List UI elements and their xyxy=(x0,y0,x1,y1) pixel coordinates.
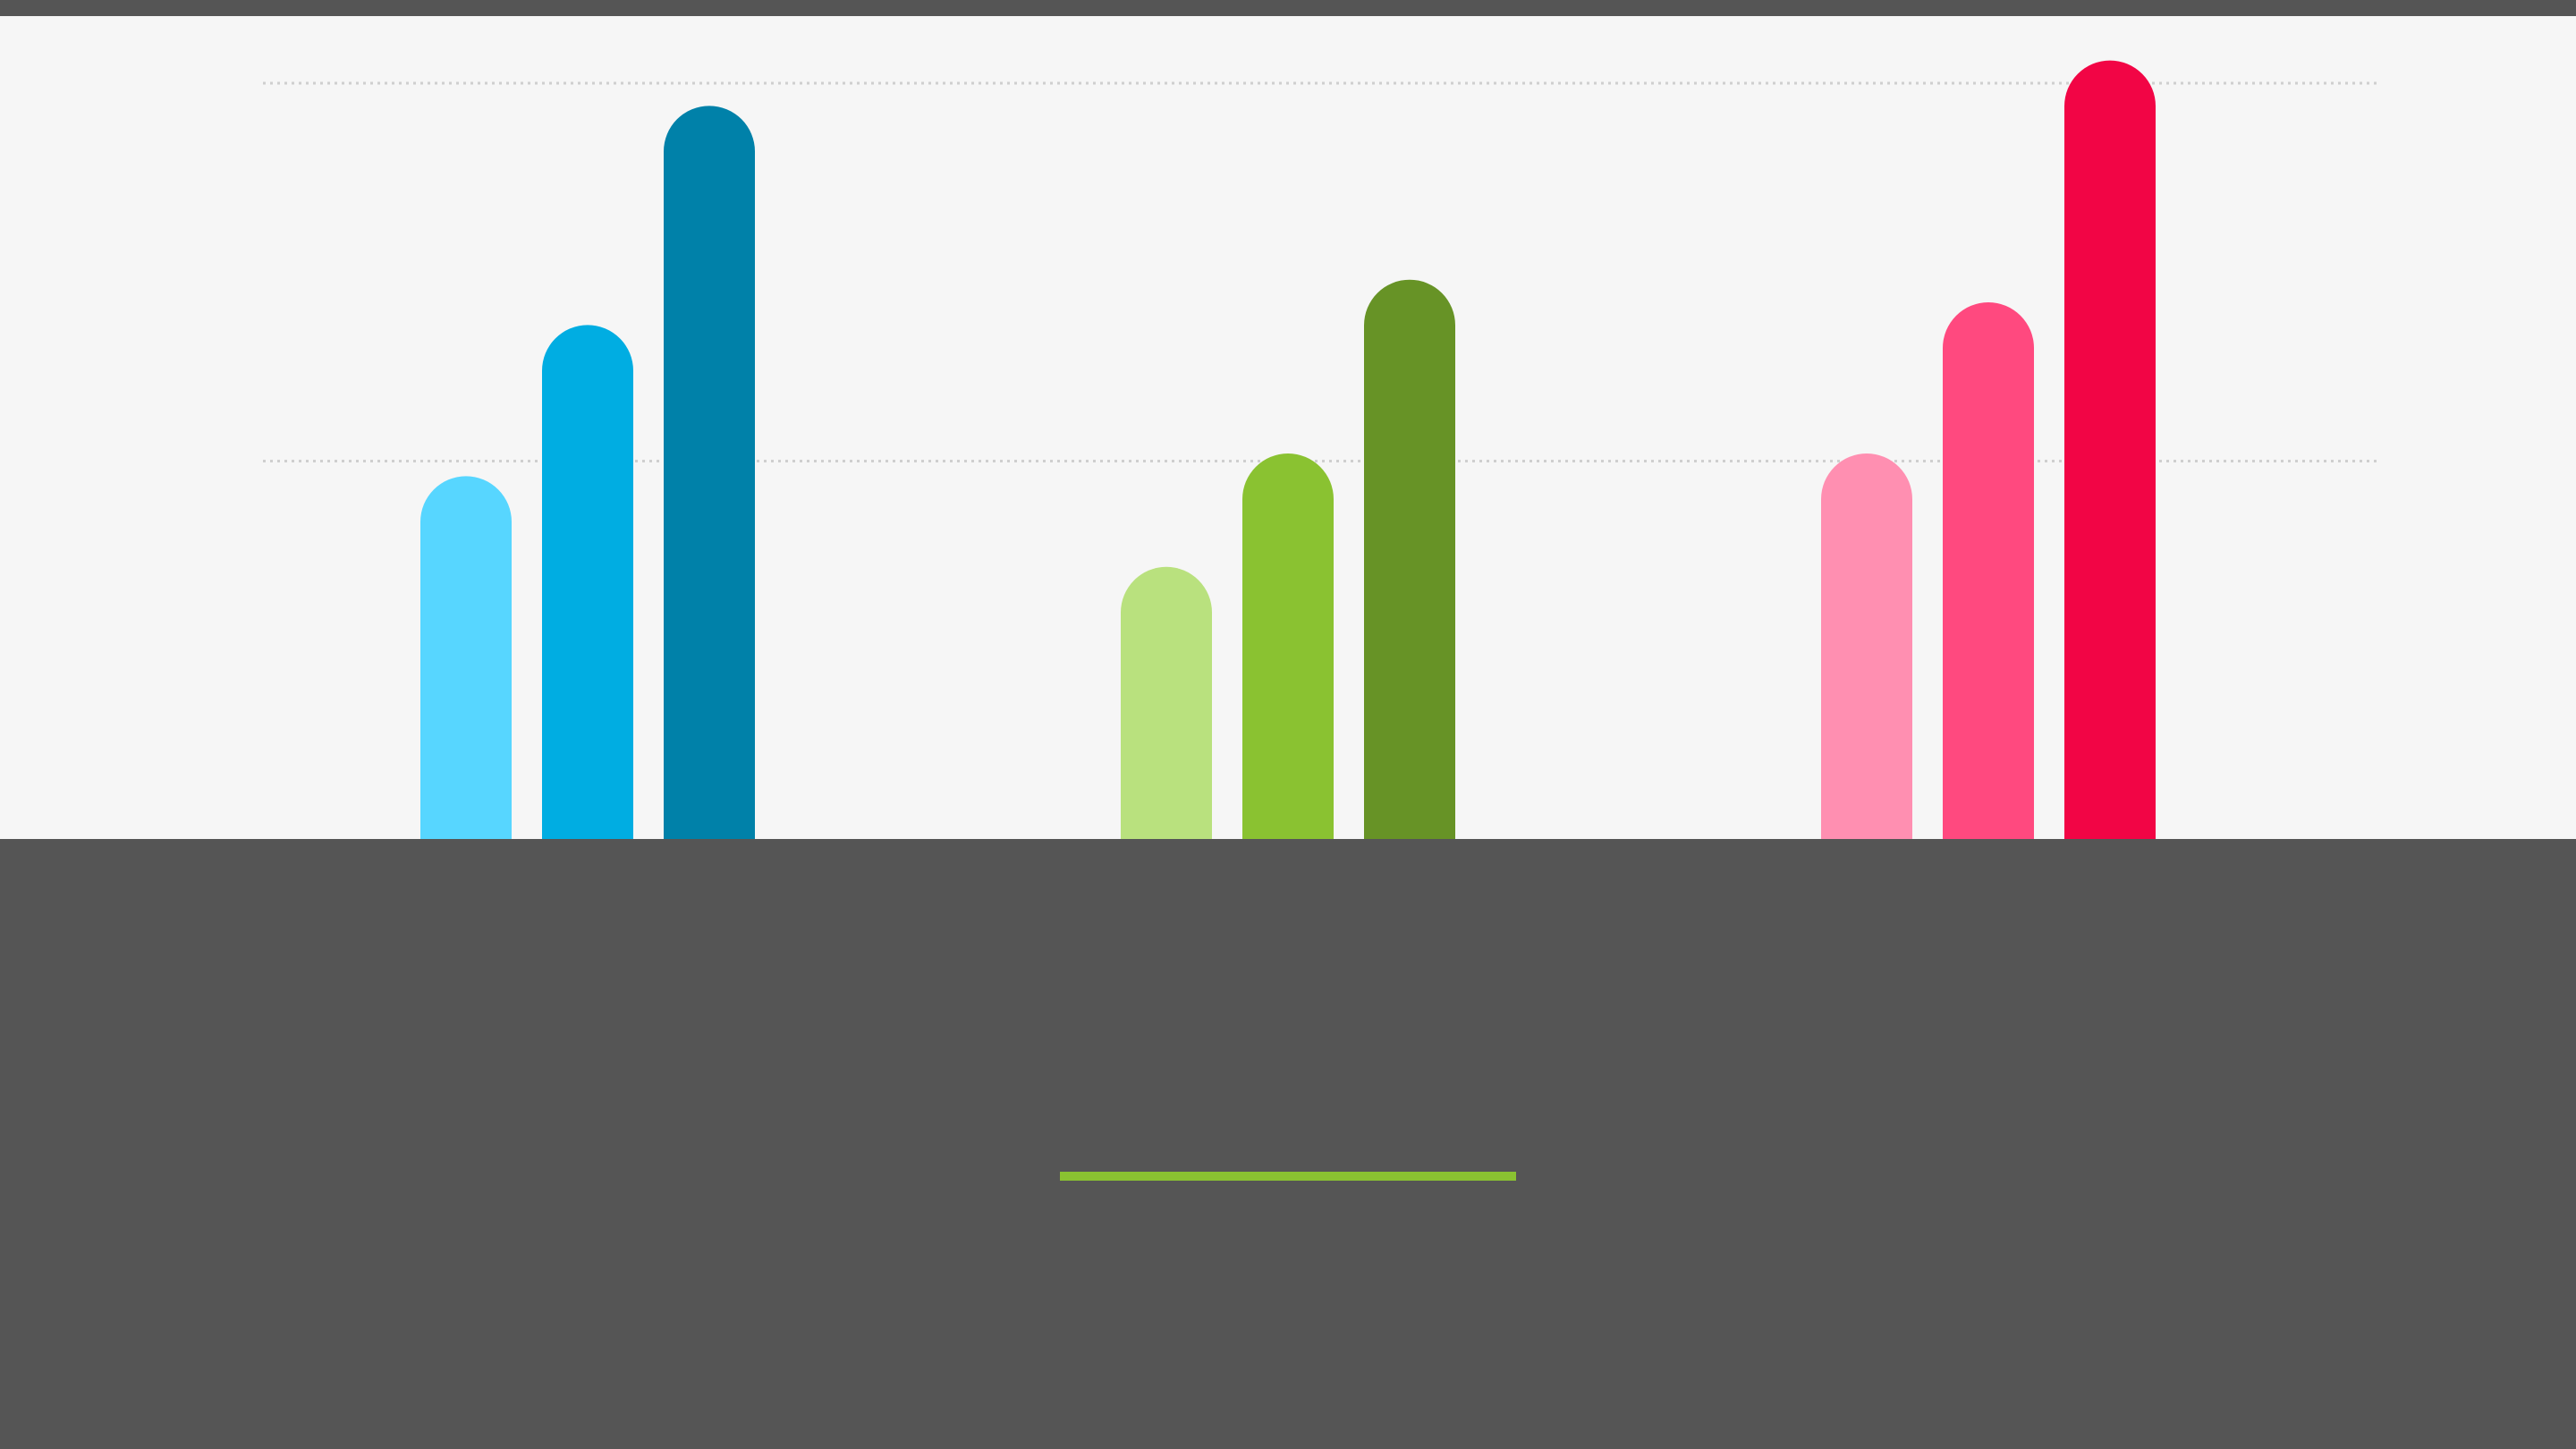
bar-group3-series1 xyxy=(1821,453,1912,839)
bar-group2-series1 xyxy=(1121,566,1212,839)
footer-panel xyxy=(0,839,2576,1449)
bar-chart xyxy=(263,60,2379,839)
top-strip xyxy=(0,0,2576,16)
bar-group2-series2 xyxy=(1242,453,1334,839)
chart-panel xyxy=(0,16,2576,839)
bar-group1-series3 xyxy=(664,106,755,839)
bars xyxy=(420,60,2156,839)
bar-group2-series3 xyxy=(1364,279,1455,839)
bar-group3-series3 xyxy=(2064,60,2156,839)
bar-group3-series2 xyxy=(1943,302,2034,839)
accent-divider xyxy=(1060,1172,1516,1181)
bar-group1-series1 xyxy=(420,476,512,839)
bar-group1-series2 xyxy=(542,325,633,839)
